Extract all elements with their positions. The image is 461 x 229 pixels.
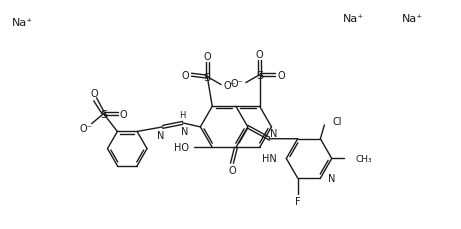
Text: Na⁺: Na⁺ bbox=[12, 18, 33, 28]
Text: O: O bbox=[203, 52, 211, 62]
Text: O⁻: O⁻ bbox=[230, 78, 243, 88]
Text: O: O bbox=[228, 165, 236, 175]
Text: CH₃: CH₃ bbox=[355, 154, 372, 163]
Text: HN: HN bbox=[262, 154, 277, 164]
Text: Na⁺: Na⁺ bbox=[402, 14, 423, 24]
Text: O: O bbox=[91, 89, 99, 98]
Text: F: F bbox=[295, 196, 301, 206]
Text: O: O bbox=[182, 70, 189, 80]
Text: Na⁺: Na⁺ bbox=[343, 14, 364, 24]
Text: S: S bbox=[256, 70, 263, 80]
Text: HO: HO bbox=[173, 143, 189, 153]
Text: O: O bbox=[278, 70, 285, 80]
Text: S: S bbox=[100, 109, 107, 119]
Text: S: S bbox=[204, 72, 211, 82]
Text: O⁻: O⁻ bbox=[224, 80, 236, 90]
Text: N: N bbox=[270, 128, 277, 138]
Text: O⁻: O⁻ bbox=[79, 123, 92, 133]
Text: N: N bbox=[157, 130, 165, 140]
Text: Cl: Cl bbox=[332, 117, 342, 126]
Text: N: N bbox=[328, 173, 336, 183]
Text: N: N bbox=[181, 126, 188, 136]
Text: O: O bbox=[256, 50, 263, 60]
Text: O: O bbox=[119, 109, 127, 119]
Text: H: H bbox=[179, 111, 186, 120]
